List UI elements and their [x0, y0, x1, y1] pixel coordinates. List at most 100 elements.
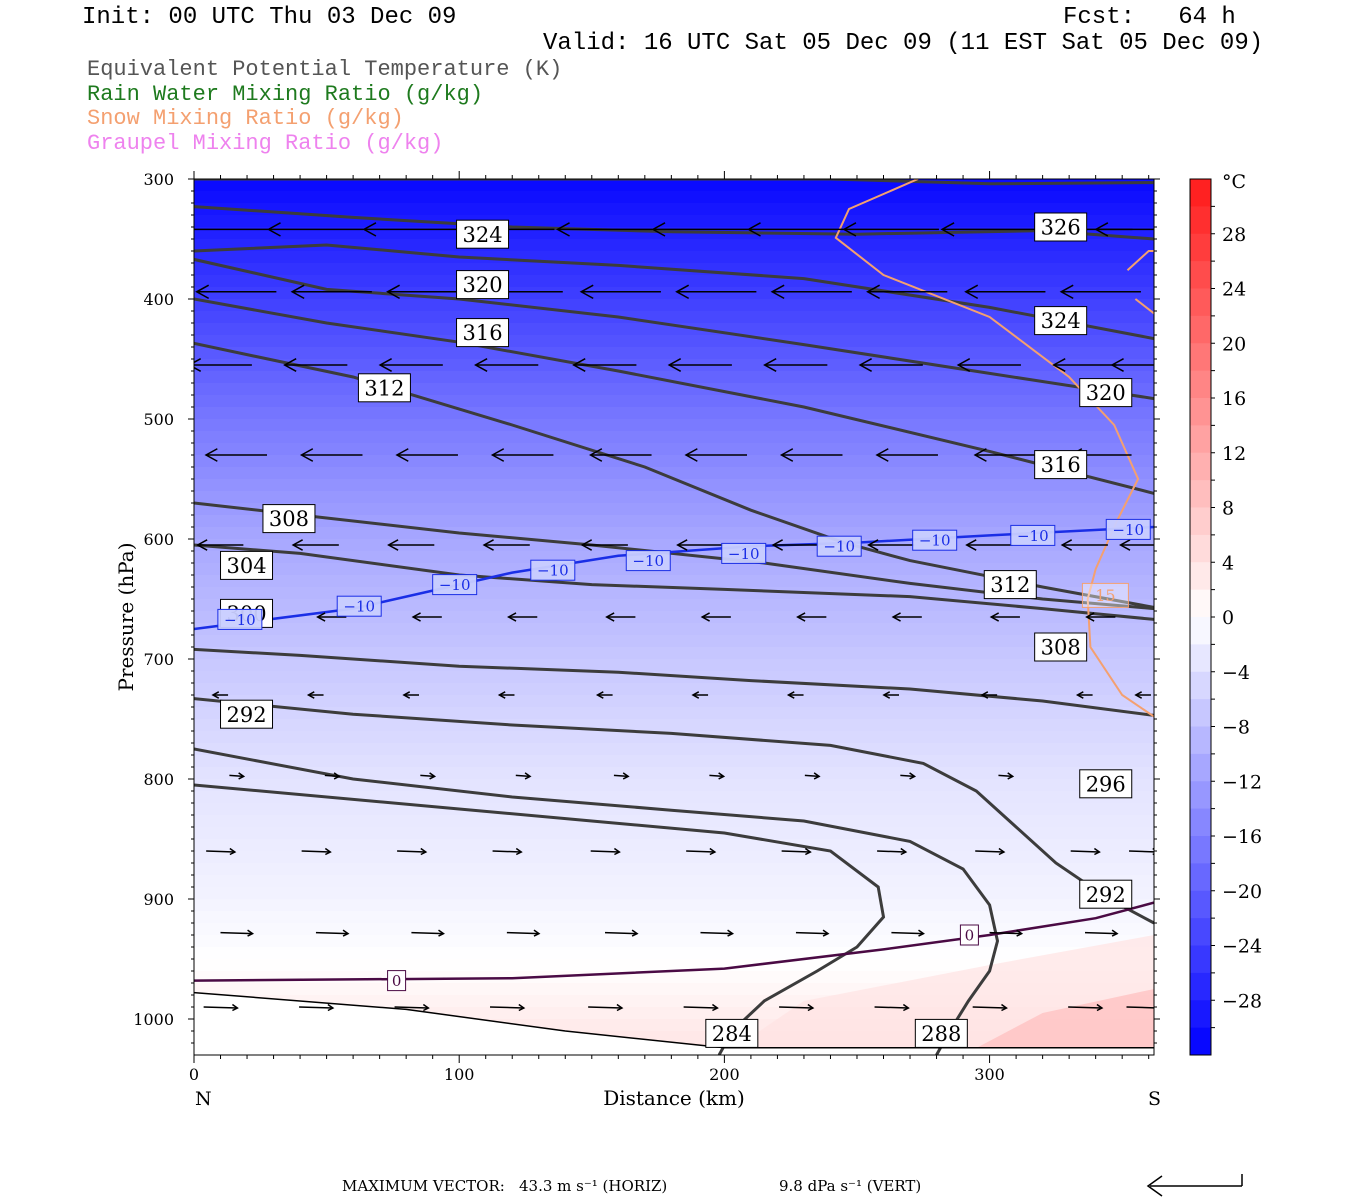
colorbar-segment	[1190, 425, 1211, 454]
isotherm-minus10-label: −10	[721, 542, 767, 564]
legend-equivalent-potential-temperature: Equivalent Potential Temperature (K)	[87, 57, 563, 82]
wind-vector	[781, 847, 812, 856]
wind-head	[290, 284, 305, 300]
colorbar-segment	[1190, 261, 1211, 289]
shading-band	[194, 311, 1154, 324]
colorbar-segment	[1190, 753, 1211, 782]
shading-band	[194, 959, 1154, 972]
wind-vector	[229, 772, 246, 780]
wind-head	[211, 691, 220, 699]
wind-vector	[980, 691, 998, 699]
wind-vector	[301, 847, 332, 856]
wind-head	[956, 358, 971, 372]
shading-band	[194, 251, 1154, 264]
wind-head	[231, 1003, 239, 1012]
wind-head	[196, 539, 208, 551]
wind-head	[1110, 358, 1124, 372]
theta-e-label: 326	[1034, 212, 1088, 242]
colorbar-segment	[1190, 562, 1211, 591]
colorbar-unit: °C	[1222, 171, 1246, 193]
theta-e-label: 284	[705, 1018, 759, 1048]
shading-band	[194, 659, 1154, 672]
shading-band	[194, 791, 1154, 804]
wind-head	[316, 612, 326, 622]
theta-e-label-box	[1079, 378, 1133, 408]
wind-head	[378, 358, 392, 372]
shading-band	[194, 707, 1154, 720]
wind-vector	[842, 222, 939, 237]
wind-shaft	[315, 931, 349, 935]
wind-vector	[956, 358, 1021, 372]
wind-head	[867, 539, 879, 551]
snow-mixing-contour	[1126, 250, 1154, 271]
isotherm-minus10-label-box	[625, 550, 671, 572]
colorbar: 28 24 20 16 12 8 4 0 −4 −8 −12 −16 −20 −24 −28	[1189, 178, 1262, 1056]
theta-e-label-text: 284	[712, 1022, 752, 1046]
shading-band	[194, 695, 1154, 708]
wind-head	[622, 772, 630, 780]
shading-band	[194, 911, 1154, 924]
wind-head	[362, 222, 377, 237]
theta-e-label-box	[220, 550, 274, 580]
wind-vector	[378, 358, 443, 372]
shading-band	[194, 755, 1154, 768]
south-label: S	[1148, 1088, 1161, 1110]
wind-vector	[482, 539, 530, 551]
theta-e-label-text: 324	[1041, 309, 1081, 333]
wind-head	[858, 358, 872, 372]
x-tick-label: 200	[709, 1065, 740, 1084]
wind-vector	[507, 612, 538, 622]
wind-head	[194, 358, 202, 372]
axes: 300 400 500 600 700 800 900 1000 0 100 200 300	[133, 170, 1160, 1084]
wind-vector	[515, 772, 532, 780]
theta-e-contour-300	[194, 543, 1154, 621]
wind-head	[1016, 929, 1024, 937]
wind-shaft	[515, 774, 531, 778]
colorbar-segment	[1190, 671, 1211, 700]
wind-vector	[580, 539, 628, 551]
colorbar-label: 8	[1222, 498, 1234, 520]
colorbar-segment	[1190, 863, 1211, 892]
wind-head	[1118, 539, 1131, 551]
y-tick-label: 800	[143, 770, 174, 789]
wind-head	[711, 1003, 719, 1012]
theta-e-label-text: 312	[364, 376, 404, 400]
theta-e-label-box	[1034, 306, 1088, 336]
legend-rain-water: Rain Water Mixing Ratio (g/kg)	[87, 82, 484, 107]
wind-head	[651, 222, 666, 237]
wind-vector	[779, 448, 843, 462]
wind-vector	[590, 847, 621, 856]
wind-head	[1134, 691, 1143, 699]
wind-vector	[315, 929, 350, 937]
colorbar-label: −24	[1222, 936, 1262, 958]
wind-head	[1052, 358, 1066, 372]
wind-vector	[795, 929, 830, 937]
wind-head	[238, 772, 246, 780]
wind-vector	[1059, 284, 1141, 300]
y-tick-label: 700	[143, 650, 174, 669]
wind-head	[555, 222, 570, 237]
wind-vector	[940, 222, 1038, 237]
snow-mixing-contour	[834, 179, 1154, 718]
colorbar-segment	[1190, 179, 1211, 207]
wind-vector	[211, 691, 229, 699]
colorbar-segment	[1190, 452, 1211, 481]
shading-band	[194, 467, 1154, 480]
isotherm-minus10-label-text: −10	[343, 598, 375, 616]
shading-band	[194, 827, 1154, 840]
wind-head	[909, 772, 917, 780]
isotherm-minus10-label-box	[721, 542, 767, 564]
wind-head	[771, 539, 783, 551]
wind-shaft	[420, 774, 435, 778]
colorbar-label: −20	[1222, 881, 1262, 903]
wind-vector	[203, 1003, 239, 1012]
isotherm-minus10-label-text: −10	[1112, 521, 1144, 539]
wind-head	[746, 222, 761, 237]
max-vector-reference-arrow	[1146, 1174, 1243, 1197]
wind-vector	[506, 929, 541, 937]
wind-head	[786, 691, 795, 699]
wind-head	[342, 929, 350, 937]
valid-time: Valid: 16 UTC Sat 05 Dec 09 (11 EST Sat …	[543, 30, 1264, 57]
wind-vector	[998, 772, 1015, 780]
